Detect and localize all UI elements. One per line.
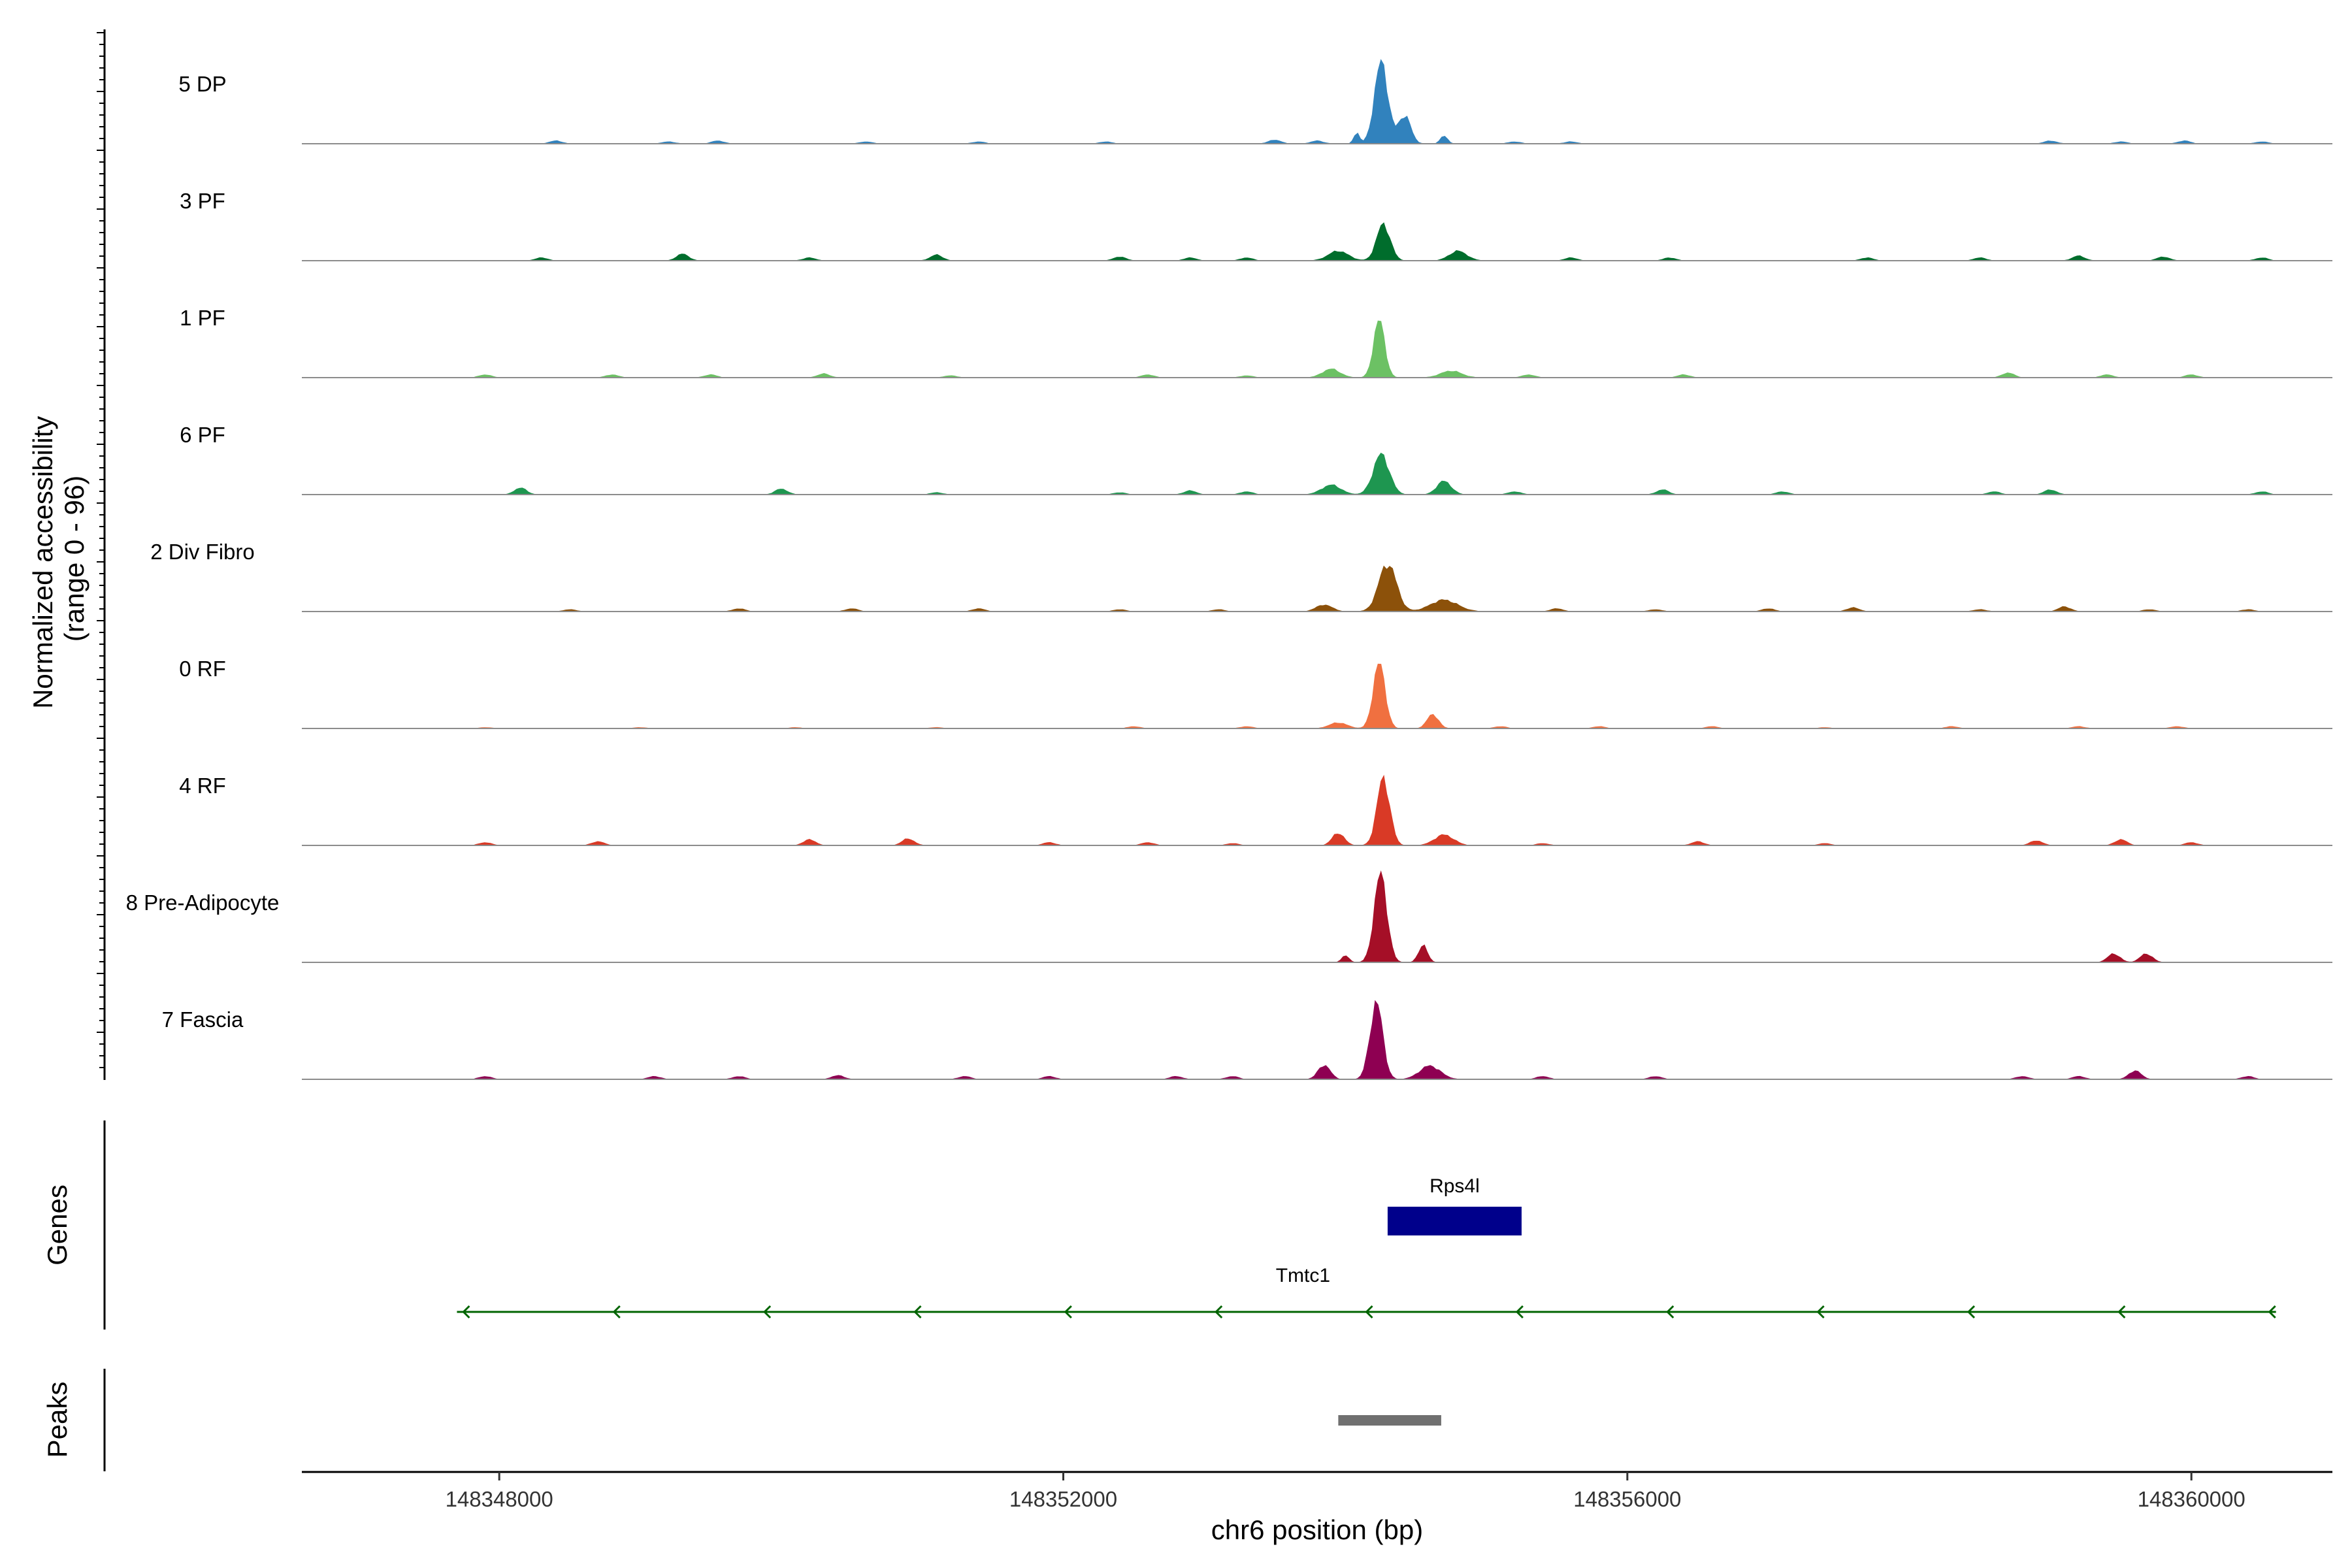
coverage-area (302, 565, 2332, 612)
track-label: 3 PF (180, 189, 225, 213)
gene-rps4l: Rps4l (1387, 1175, 1522, 1235)
track-label: 0 RF (179, 657, 226, 681)
track-7: 4 RF (179, 774, 2332, 846)
strand-arrow-icon (2268, 1305, 2276, 1319)
x-axis-ticks: 148348000 148352000 148356000 148360000 (446, 1472, 2246, 1511)
coverage-y-axis-label-line2: (range 0 - 96) (59, 476, 90, 642)
x-tick-label: 148352000 (1009, 1487, 1117, 1511)
track-4: 6 PF (180, 423, 2332, 495)
strand-arrow-icon (612, 1305, 621, 1319)
coverage-area (302, 452, 2332, 495)
strand-arrow-icon (1967, 1305, 1976, 1319)
strand-arrow-icon (1816, 1305, 1825, 1319)
gene-body (1387, 1207, 1522, 1235)
track-label: 6 PF (180, 423, 225, 447)
coverage-area (302, 1000, 2332, 1080)
gene-label: Rps4l (1429, 1175, 1480, 1197)
coverage-area (302, 774, 2332, 846)
coverage-area (302, 870, 2332, 963)
strand-arrow-icon (913, 1305, 922, 1319)
coverage-y-axis-label: Normalized accessibility (range 0 - 96) (27, 408, 90, 709)
genes-track: Rps4l Tmtc1 (457, 1175, 2276, 1319)
x-tick-label: 148356000 (1573, 1487, 1681, 1511)
track-3: 1 PF (180, 306, 2332, 378)
track-1: 5 DP (178, 59, 2332, 144)
coverage-y-axis-ticks (97, 32, 105, 1068)
peaks-track-label: Peaks (42, 1382, 73, 1458)
coverage-area (302, 663, 2332, 729)
gene-label: Tmtc1 (1276, 1265, 1330, 1286)
coverage-y-axis-label-line1: Normalized accessibility (27, 416, 58, 709)
track-2: 3 PF (180, 189, 2332, 261)
strand-arrow-icon (462, 1305, 470, 1319)
track-label: 4 RF (179, 774, 226, 798)
track-5: 2 Div Fibro (150, 540, 2332, 612)
peak-region (1338, 1415, 1441, 1426)
track-6: 0 RF (179, 657, 2332, 729)
coverage-area (302, 320, 2332, 378)
coverage-tracks: 5 DP 3 PF 1 PF 6 PF 2 Div Fibro 0 RF 4 RF 8 Pre… (126, 59, 2332, 1080)
track-label: 2 Div Fibro (150, 540, 255, 564)
strand-arrow-icon (1064, 1305, 1072, 1319)
track-label: 1 PF (180, 306, 225, 330)
genes-track-label: Genes (42, 1184, 73, 1266)
track-label: 5 DP (178, 72, 226, 96)
strand-arrow-icon (1515, 1305, 1524, 1319)
track-label: 8 Pre-Adipocyte (126, 890, 280, 915)
coverage-area (302, 222, 2332, 261)
gene-tmtc1: Tmtc1 (457, 1265, 2276, 1319)
track-9: 7 Fascia (162, 1000, 2332, 1080)
track-8: 8 Pre-Adipocyte (126, 870, 2332, 963)
track-label: 7 Fascia (162, 1007, 244, 1032)
strand-arrow-icon (2117, 1305, 2126, 1319)
x-axis-label: chr6 position (bp) (1211, 1514, 1424, 1545)
strand-arrow-icon (1215, 1305, 1223, 1319)
coverage-area (302, 59, 2332, 144)
peaks-track (1338, 1415, 1441, 1426)
strand-arrow-icon (1666, 1305, 1674, 1319)
strand-arrow-icon (763, 1305, 772, 1319)
strand-arrow-icon (1365, 1305, 1373, 1319)
x-tick-label: 148348000 (446, 1487, 553, 1511)
x-tick-label: 148360000 (2138, 1487, 2246, 1511)
